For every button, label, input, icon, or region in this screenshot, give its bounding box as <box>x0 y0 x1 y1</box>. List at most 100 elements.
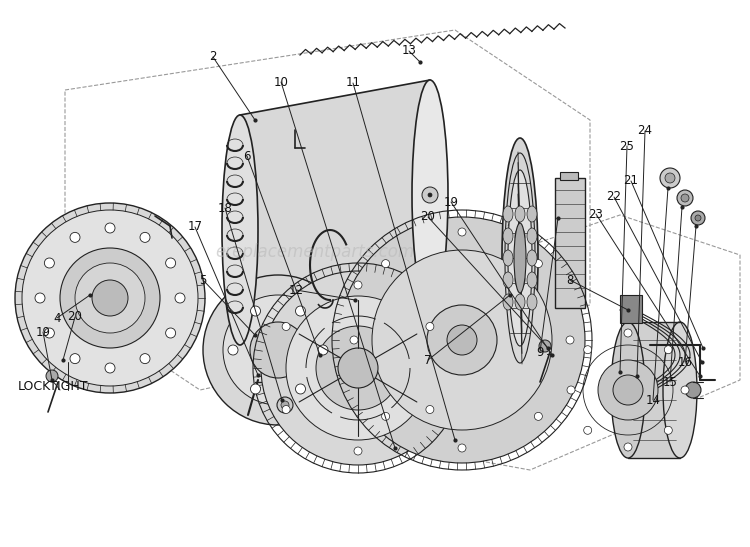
Ellipse shape <box>70 353 80 364</box>
Ellipse shape <box>223 295 333 405</box>
Text: ereplacementparts.com: ereplacementparts.com <box>215 243 415 260</box>
Ellipse shape <box>296 306 305 316</box>
Ellipse shape <box>70 232 80 242</box>
Ellipse shape <box>566 336 574 344</box>
Ellipse shape <box>140 232 150 242</box>
Text: 24: 24 <box>638 125 652 137</box>
Ellipse shape <box>422 187 438 203</box>
Text: 6: 6 <box>243 149 250 162</box>
Text: 2: 2 <box>209 50 217 63</box>
Ellipse shape <box>251 384 260 394</box>
Ellipse shape <box>447 325 477 355</box>
Text: 4: 4 <box>53 311 61 324</box>
Ellipse shape <box>663 322 697 458</box>
Text: 20: 20 <box>421 211 436 224</box>
Ellipse shape <box>503 206 513 222</box>
Ellipse shape <box>681 386 689 394</box>
Text: 5: 5 <box>200 274 207 287</box>
Bar <box>555 178 585 308</box>
Text: 11: 11 <box>346 77 361 90</box>
Ellipse shape <box>354 281 362 289</box>
Text: 21: 21 <box>623 174 638 188</box>
Ellipse shape <box>140 353 150 364</box>
Ellipse shape <box>105 363 115 373</box>
Ellipse shape <box>261 271 455 465</box>
Ellipse shape <box>318 345 328 355</box>
Text: 10: 10 <box>274 75 289 89</box>
Text: 18: 18 <box>217 201 232 214</box>
Ellipse shape <box>598 360 658 420</box>
Ellipse shape <box>175 293 185 303</box>
Ellipse shape <box>534 260 542 267</box>
Ellipse shape <box>427 305 497 375</box>
Ellipse shape <box>350 336 358 344</box>
Ellipse shape <box>515 250 525 266</box>
Ellipse shape <box>458 228 466 236</box>
Ellipse shape <box>316 326 400 410</box>
Ellipse shape <box>685 382 701 398</box>
Ellipse shape <box>382 412 390 420</box>
Ellipse shape <box>584 426 592 434</box>
Text: 8: 8 <box>566 274 574 287</box>
Ellipse shape <box>515 272 525 288</box>
Ellipse shape <box>281 401 289 409</box>
Ellipse shape <box>166 258 176 268</box>
Ellipse shape <box>660 168 680 188</box>
Text: 22: 22 <box>607 190 622 203</box>
Ellipse shape <box>502 138 538 378</box>
Ellipse shape <box>691 211 705 225</box>
Text: 15: 15 <box>662 375 677 388</box>
Ellipse shape <box>527 272 537 288</box>
Ellipse shape <box>665 173 675 183</box>
Text: 19: 19 <box>443 195 458 208</box>
Ellipse shape <box>372 250 552 430</box>
Text: 9: 9 <box>536 346 544 358</box>
Bar <box>620 295 642 323</box>
Ellipse shape <box>286 296 430 440</box>
Ellipse shape <box>508 170 532 346</box>
Text: 25: 25 <box>620 139 634 153</box>
Ellipse shape <box>458 444 466 452</box>
Ellipse shape <box>222 115 258 345</box>
Text: 17: 17 <box>188 220 202 234</box>
Ellipse shape <box>503 250 513 266</box>
Ellipse shape <box>296 384 305 394</box>
Ellipse shape <box>681 194 689 202</box>
Text: 20: 20 <box>68 311 82 323</box>
Text: 19: 19 <box>35 325 50 339</box>
Ellipse shape <box>426 405 434 414</box>
Text: 14: 14 <box>646 393 661 406</box>
Polygon shape <box>240 80 430 345</box>
Ellipse shape <box>277 397 293 413</box>
Ellipse shape <box>677 190 693 206</box>
Ellipse shape <box>75 263 145 333</box>
Ellipse shape <box>282 405 290 414</box>
Ellipse shape <box>44 328 55 338</box>
Ellipse shape <box>527 250 537 266</box>
Ellipse shape <box>428 193 432 197</box>
Ellipse shape <box>664 346 672 354</box>
Ellipse shape <box>527 294 537 310</box>
Ellipse shape <box>46 370 58 382</box>
Ellipse shape <box>503 228 513 244</box>
Ellipse shape <box>503 272 513 288</box>
Text: 13: 13 <box>401 44 416 57</box>
Ellipse shape <box>354 447 362 455</box>
Ellipse shape <box>105 223 115 233</box>
Ellipse shape <box>503 294 513 310</box>
Ellipse shape <box>338 348 378 388</box>
Ellipse shape <box>539 340 551 352</box>
Ellipse shape <box>166 328 176 338</box>
Ellipse shape <box>412 80 448 310</box>
Ellipse shape <box>251 306 260 316</box>
Text: LOCKTIGHT: LOCKTIGHT <box>18 380 88 393</box>
Ellipse shape <box>624 329 632 337</box>
Ellipse shape <box>426 323 434 330</box>
Text: 7: 7 <box>424 353 432 366</box>
Ellipse shape <box>567 386 575 394</box>
Bar <box>560 172 578 180</box>
Ellipse shape <box>35 293 45 303</box>
Ellipse shape <box>515 294 525 310</box>
Ellipse shape <box>695 215 701 221</box>
Ellipse shape <box>60 248 160 348</box>
